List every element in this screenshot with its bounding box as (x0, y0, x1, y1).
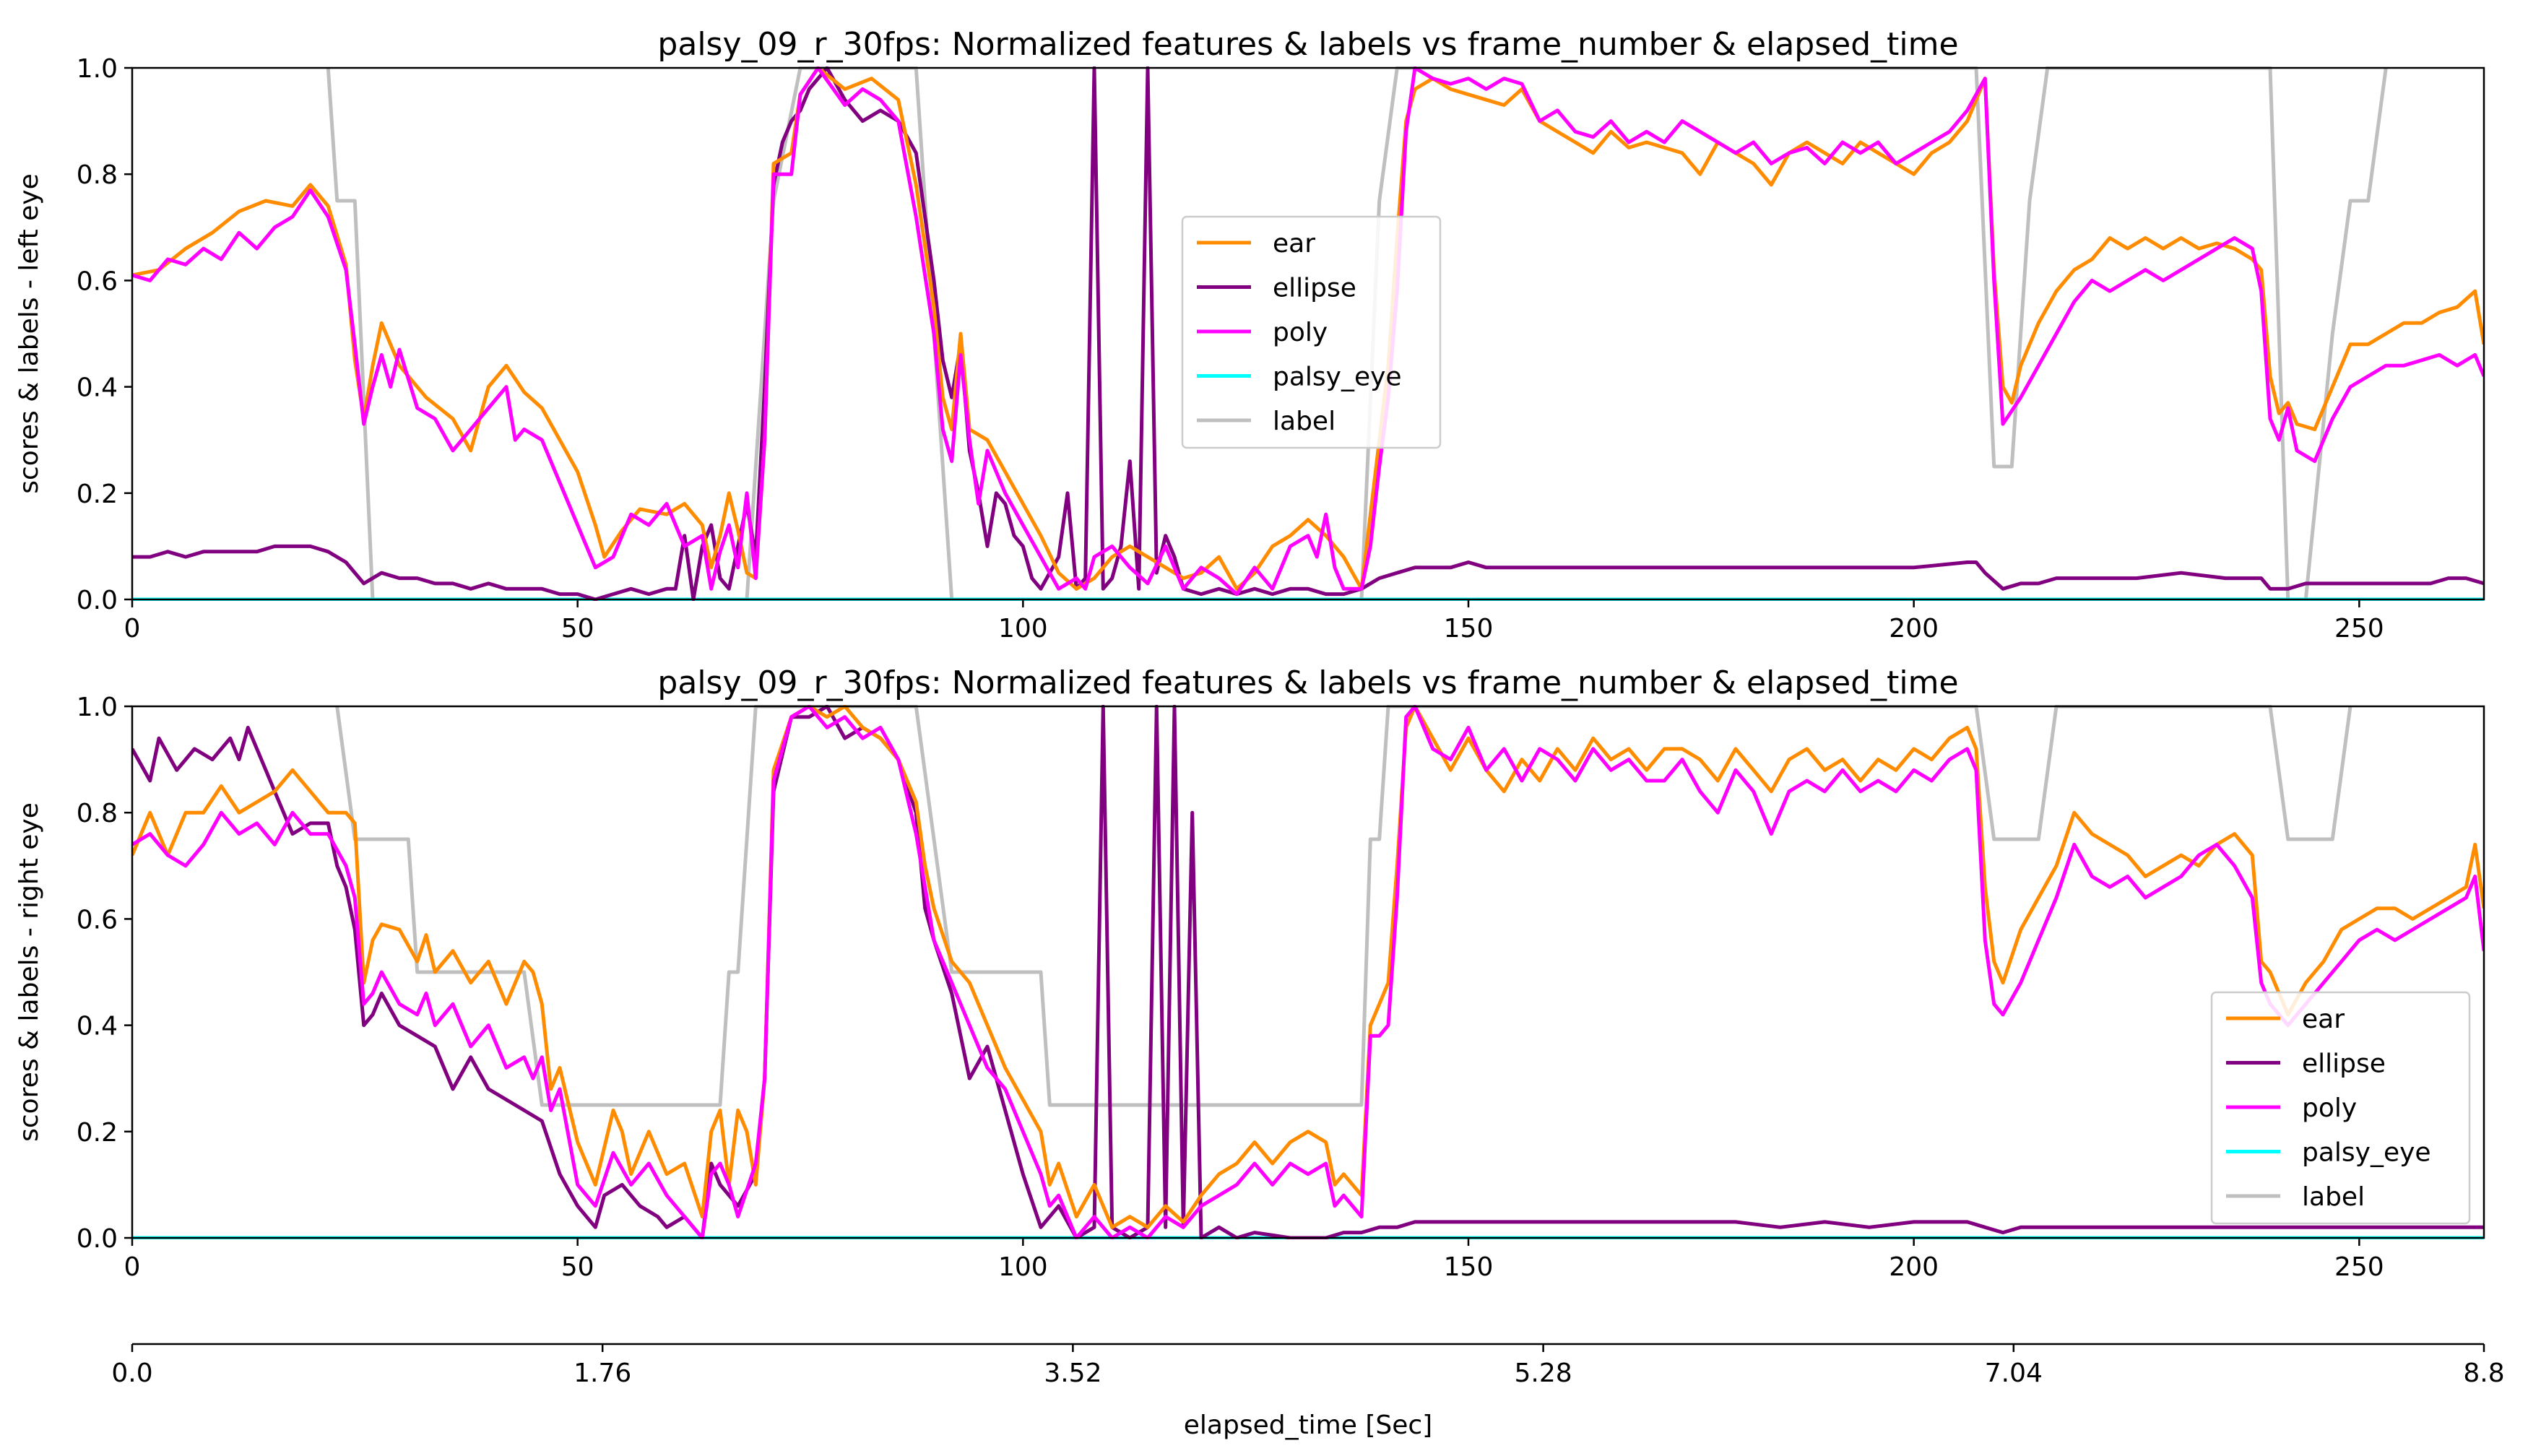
series-line-label (335, 705, 2352, 1107)
time-tick-label: 0.0 (111, 1358, 152, 1388)
legend-label-poly: poly (1273, 318, 1328, 347)
chart-title: palsy_09_r_30fps: Normalized features & … (657, 26, 1958, 63)
series-line-ellipse (132, 66, 2484, 601)
y-tick-label: 0.8 (77, 160, 118, 190)
y-tick-label: 1.0 (77, 54, 118, 84)
legend-label-poly: poly (2302, 1093, 2357, 1123)
x-tick-label: 50 (561, 1252, 594, 1282)
time-tick-label: 1.76 (573, 1358, 631, 1388)
y-tick-label: 0.0 (77, 586, 118, 615)
series-line-ear (132, 66, 2484, 591)
axes: 0.0 0.2 0.4 0.6 0.8 1.0 0 50 100 150 200 250 (77, 54, 2485, 644)
x-tick-label: 250 (2334, 614, 2384, 644)
y-tick-label: 0.6 (77, 266, 118, 296)
legend-label-ear: ear (1273, 229, 1315, 259)
y-axis-label: scores & labels - left eye (14, 173, 44, 494)
time-tick-label: 7.04 (1985, 1358, 2043, 1388)
x-tick-label: 250 (2334, 1252, 2384, 1282)
y-tick-label: 0.8 (77, 799, 118, 828)
y-tick-label: 0.0 (77, 1224, 118, 1254)
series-line-poly (132, 66, 2484, 597)
legend-label-ellipse: ellipse (2302, 1049, 2386, 1079)
x-axis-label: elapsed_time [Sec] (1184, 1410, 1432, 1440)
series-line-poly (132, 705, 2484, 1239)
legend-label-label: label (1273, 407, 1336, 436)
time-tick-label: 8.8 (2463, 1358, 2504, 1388)
x-tick-label: 0 (124, 1252, 141, 1282)
plot-frame (131, 66, 2485, 601)
legend-box (1181, 215, 1442, 449)
y-tick-label: 0.2 (77, 480, 118, 509)
series-line-ear (132, 705, 2484, 1229)
elapsed-time-axis: 0.0 1.76 3.52 5.28 7.04 8.8 (111, 1343, 2505, 1388)
chart-right-eye: palsy_09_r_30fps: Normalized features & … (14, 664, 2485, 1282)
y-axis-label: scores & labels - right eye (14, 802, 44, 1142)
y-tick-label: 0.2 (77, 1118, 118, 1148)
time-tick-label: 5.28 (1515, 1358, 1572, 1388)
legend-label-palsy-eye: palsy_eye (1273, 363, 1402, 392)
legend-box (2210, 991, 2471, 1225)
x-tick-label: 150 (1444, 614, 1494, 644)
y-tick-label: 0.4 (77, 373, 118, 403)
y-tick-label: 0.4 (77, 1012, 118, 1041)
x-tick-label: 50 (561, 614, 594, 644)
x-tick-label: 100 (998, 1252, 1048, 1282)
y-tick-label: 1.0 (77, 693, 118, 722)
legend-label-ear: ear (2302, 1005, 2345, 1034)
chart-left-eye: palsy_09_r_30fps: Normalized features & … (14, 26, 2485, 644)
x-tick-label: 150 (1444, 1252, 1494, 1282)
x-tick-label: 0 (124, 614, 141, 644)
x-tick-label: 200 (1889, 1252, 1939, 1282)
legend-label-label: label (2302, 1182, 2365, 1212)
legend-label-palsy-eye: palsy_eye (2302, 1138, 2431, 1168)
chart-title: palsy_09_r_30fps: Normalized features & … (657, 664, 1958, 701)
axes: 0.0 0.2 0.4 0.6 0.8 1.0 0 50 100 150 200 250 (77, 693, 2485, 1282)
x-tick-label: 200 (1889, 614, 1939, 644)
y-tick-label: 0.6 (77, 905, 118, 935)
legend-label-ellipse: ellipse (1273, 274, 1356, 303)
x-tick-label: 100 (998, 614, 1048, 644)
time-tick-label: 3.52 (1044, 1358, 1101, 1388)
plot-frame (131, 705, 2485, 1239)
